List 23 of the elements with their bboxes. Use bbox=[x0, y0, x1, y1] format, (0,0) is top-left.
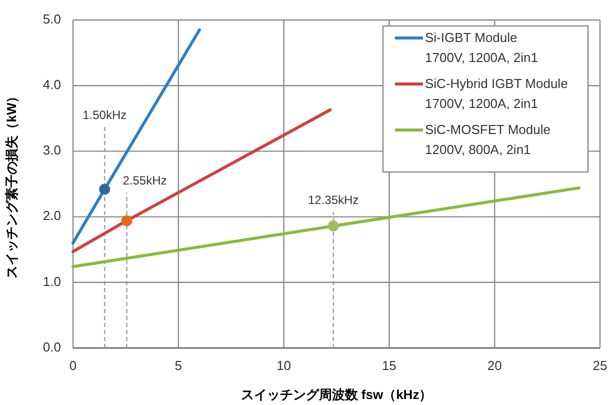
point bbox=[328, 220, 339, 232]
y-tick-label: 5.0 bbox=[42, 11, 61, 26]
y-tick-label: 2.0 bbox=[42, 208, 61, 224]
y-tick-label: 3.0 bbox=[42, 142, 61, 158]
ref-line-label: 2.55kHz bbox=[122, 174, 167, 188]
y-tick-label: 0.0 bbox=[42, 339, 61, 354]
x-axis-title: スイッチング周波数 fsw（kHz） bbox=[240, 387, 432, 402]
y-tick-label: 4.0 bbox=[42, 77, 61, 92]
legend-label: SiC-Hybrid IGBT Module 1700V, 1200A, 2in1 bbox=[425, 76, 568, 111]
ref-line-label: 1.50kHz bbox=[82, 108, 127, 122]
point bbox=[121, 215, 132, 226]
y-axis-title: スイッチング素子の損失（kW） bbox=[4, 90, 19, 278]
x-tick-label: 0 bbox=[69, 358, 77, 373]
x-tick-label: 10 bbox=[276, 358, 292, 373]
legend-label: SiC-MOSFET Module 1200V, 800A, 2in1 bbox=[425, 122, 550, 157]
point bbox=[99, 184, 110, 195]
legend-label: Si-IGBT Module 1700V, 1200A, 2in1 bbox=[425, 30, 538, 65]
ref-line-label: 12.35kHz bbox=[308, 192, 359, 207]
x-tick-label: 25 bbox=[592, 358, 608, 373]
x-tick-label: 5 bbox=[174, 358, 182, 373]
x-tick-label: 20 bbox=[487, 358, 502, 373]
y-tick-label: 1.0 bbox=[42, 274, 61, 289]
x-tick-label: 15 bbox=[382, 358, 396, 373]
